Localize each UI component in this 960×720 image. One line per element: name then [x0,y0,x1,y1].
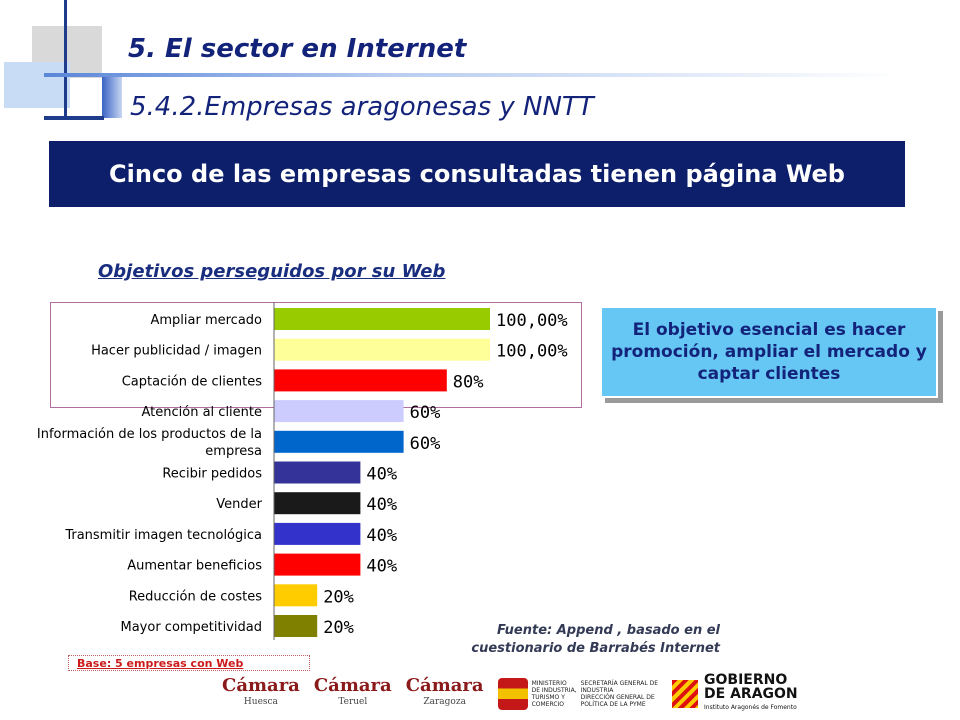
slide-title: 5. El sector en Internet [128,34,467,64]
bar-5 [274,461,361,484]
chart-title: Objetivos perseguidos por su Web [98,261,446,282]
bar-8 [274,553,361,576]
category-label-1: Hacer publicidad / imagen [91,344,262,359]
bar-0 [274,308,490,330]
value-label-2: 80% [453,372,484,392]
value-label-0: 100,00% [496,311,568,331]
base-note: Base: 5 empresas con Web [68,655,310,671]
source-note: Fuente: Append , basado en el cuestionar… [450,622,720,658]
value-label-8: 40% [366,557,397,577]
category-label-10: Mayor competitividad [120,620,262,635]
gobierno-aragon-logo: GOBIERNO DE ARAGON Instituto Aragonés de… [672,673,798,715]
slide-subtitle: 5.4.2.Empresas aragonesas y NNTT [130,92,594,122]
camara-zaragoza-logo: Cámara Zaragoza [405,675,484,708]
headline-banner: Cinco de las empresas consultadas tienen… [49,141,905,207]
category-label-6: Vender [216,497,262,512]
callout-text: El objetivo esencial es hacer promoción,… [611,320,927,384]
bar-4 [274,430,404,453]
bar-7 [274,522,361,545]
value-label-9: 20% [323,587,354,607]
value-label-7: 40% [366,526,397,546]
category-label-8: Aumentar beneficios [127,559,262,574]
category-label-5: Recibir pedidos [162,467,262,482]
header-rule [44,73,904,77]
header-rule-short [44,116,104,120]
value-label-5: 40% [366,465,397,485]
header-vertical-line [64,0,67,118]
bar-9 [274,584,318,607]
aragon-flag-icon [672,680,699,708]
value-label-10: 20% [323,618,354,638]
bar-chart: Ampliar mercado 100,00% Hacer publicidad /… [37,302,568,640]
bar-6 [274,492,361,515]
bar-3 [274,400,404,423]
category-label-0: Ampliar mercado [150,313,262,328]
source-line-1: Fuente: Append , basado en el [497,623,720,638]
category-label-9: Reducción de costes [129,589,263,604]
logo-strip: Cámara Huesca Cámara Teruel Cámara Zarag… [222,673,798,715]
category-label-3: Atención al cliente [142,405,263,420]
value-label-3: 60% [410,403,441,423]
ministerio-right: SECRETARÍA GENERAL DE INDUSTRIA DIRECCIÓ… [580,680,659,708]
bar-10 [274,615,318,637]
bar-2 [274,369,447,392]
value-label-4: 60% [410,434,441,454]
category-label-4: Información de los productos de la empres… [37,427,262,459]
header-gradient-block [102,74,122,118]
camara-teruel-logo: Cámara Teruel [313,675,392,708]
escudo-icon [497,678,528,710]
value-label-6: 40% [366,495,397,515]
category-label-7: Transmitir imagen tecnológica [64,528,262,543]
callout-box: El objetivo esencial es hacer promoción,… [600,306,938,398]
camara-huesca-logo: Cámara Huesca [222,675,300,708]
ministerio-logo: MINISTERIO DE INDUSTRIA, TURISMO Y COMER… [497,678,659,710]
bar-1 [274,338,490,361]
headline-text: Cinco de las empresas consultadas tienen… [109,160,845,188]
value-label-1: 100,00% [496,342,568,362]
header-decoration-blue [4,62,70,108]
ministerio-left: MINISTERIO DE INDUSTRIA, TURISMO Y COMER… [531,680,577,708]
category-label-2: Captación de clientes [122,374,263,389]
source-line-2: cuestionario de Barrabés Internet [471,641,720,656]
